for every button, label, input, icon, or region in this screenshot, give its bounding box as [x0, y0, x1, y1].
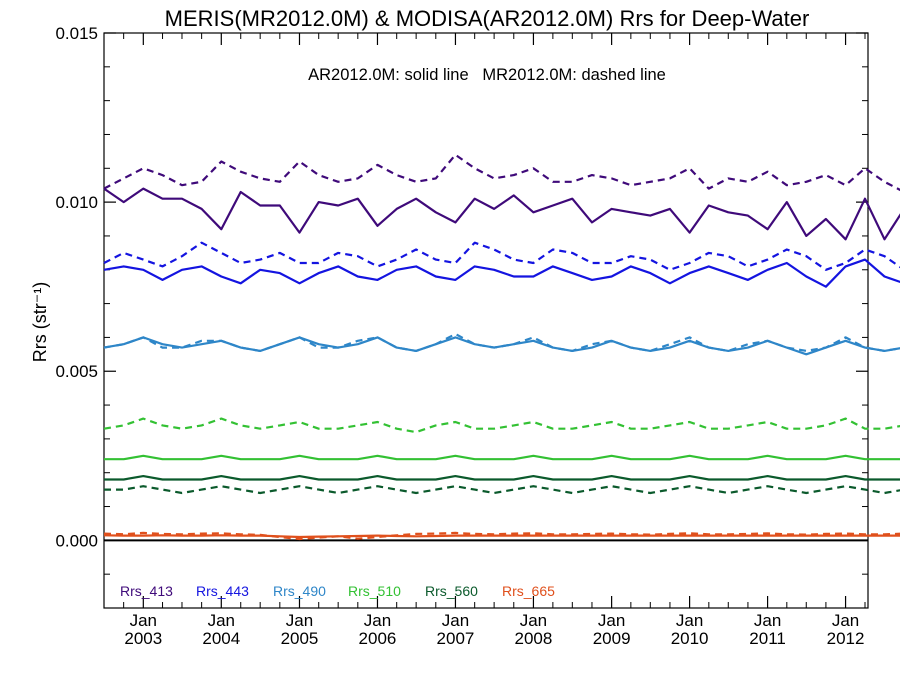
- x-axis: Jan2003Jan2004Jan2005Jan2006Jan2007Jan20…: [103, 33, 866, 648]
- line-style-annotation: AR2012.0M: solid line MR2012.0M: dashed …: [308, 66, 666, 84]
- y-tick-label: 0.010: [55, 193, 98, 212]
- x-tick-year-label: 2012: [827, 629, 865, 648]
- x-tick-year-label: 2009: [593, 629, 631, 648]
- x-tick-month-label: Jan: [208, 611, 235, 630]
- x-tick-month-label: Jan: [364, 611, 391, 630]
- y-tick-label: 0.015: [55, 24, 98, 43]
- rrs-560-ar-solid-line: [104, 475, 900, 481]
- rrs-665-ar-solid-line: [103, 534, 900, 539]
- rrs-443-ar-solid-line: [103, 258, 900, 288]
- legend: Rrs_413 Rrs_443 Rrs_490 Rrs_510 Rrs_560 Rrs_6…: [120, 583, 555, 599]
- plot-border: [103, 32, 869, 609]
- series-lines: [103, 153, 900, 541]
- y-tick-label: 0.000: [55, 531, 98, 550]
- x-tick-year-label: 2008: [515, 629, 553, 648]
- y-axis-label-text: Rrs: [30, 334, 50, 362]
- legend-item-rrs-490: Rrs_490: [273, 583, 326, 599]
- x-tick-year-label: 2010: [671, 629, 709, 648]
- rrs-490-mr-dashed-line: [103, 332, 900, 352]
- x-tick-year-label: 2005: [281, 629, 319, 648]
- x-tick-month-label: Jan: [754, 611, 781, 630]
- rrs-510-ar-solid-line: [104, 454, 900, 461]
- rrs-413-mr-dashed-line: [103, 153, 900, 192]
- y-axis-label-unit: (str⁻¹): [30, 282, 50, 329]
- x-tick-month-label: Jan: [598, 611, 625, 630]
- x-tick-month-label: Jan: [130, 611, 157, 630]
- legend-item-rrs-560: Rrs_560: [425, 583, 478, 599]
- x-tick-year-label: 2011: [749, 629, 786, 648]
- chart-title: MERIS(MR2012.0M) & MODISA(AR2012.0M) Rrs…: [165, 6, 810, 31]
- plot-frame: [103, 32, 869, 609]
- y-axis-label: Rrs (str⁻¹): [30, 282, 50, 363]
- x-tick-month-label: Jan: [442, 611, 469, 630]
- rrs-560-mr-dashed-line: [104, 485, 900, 495]
- rrs-413-ar-solid-line: [103, 187, 900, 241]
- x-tick-month-label: Jan: [520, 611, 547, 630]
- y-axis: 0.000 0.005 0.010 0.015: [55, 24, 868, 609]
- x-tick-year-label: 2006: [359, 629, 397, 648]
- y-tick-label: 0.005: [55, 362, 98, 381]
- x-tick-month-label: Jan: [676, 611, 703, 630]
- x-tick-month-label: Jan: [286, 611, 313, 630]
- x-tick-year-label: 2007: [437, 629, 475, 648]
- rrs-490-ar-solid-line: [103, 336, 900, 356]
- x-tick-month-label: Jan: [832, 611, 859, 630]
- svg-text:Rrs (str⁻¹): Rrs (str⁻¹): [30, 282, 50, 363]
- rrs-443-mr-dashed-line: [103, 241, 900, 271]
- legend-item-rrs-443: Rrs_443: [196, 583, 249, 599]
- rrs-510-mr-dashed-line: [103, 417, 900, 434]
- legend-item-rrs-665: Rrs_665: [502, 583, 555, 599]
- rrs-665-mr-dashed-line: [103, 531, 900, 541]
- x-tick-year-label: 2003: [124, 629, 162, 648]
- x-tick-year-label: 2004: [202, 629, 240, 648]
- legend-item-rrs-413: Rrs_413: [120, 583, 173, 599]
- legend-item-rrs-510: Rrs_510: [348, 583, 401, 599]
